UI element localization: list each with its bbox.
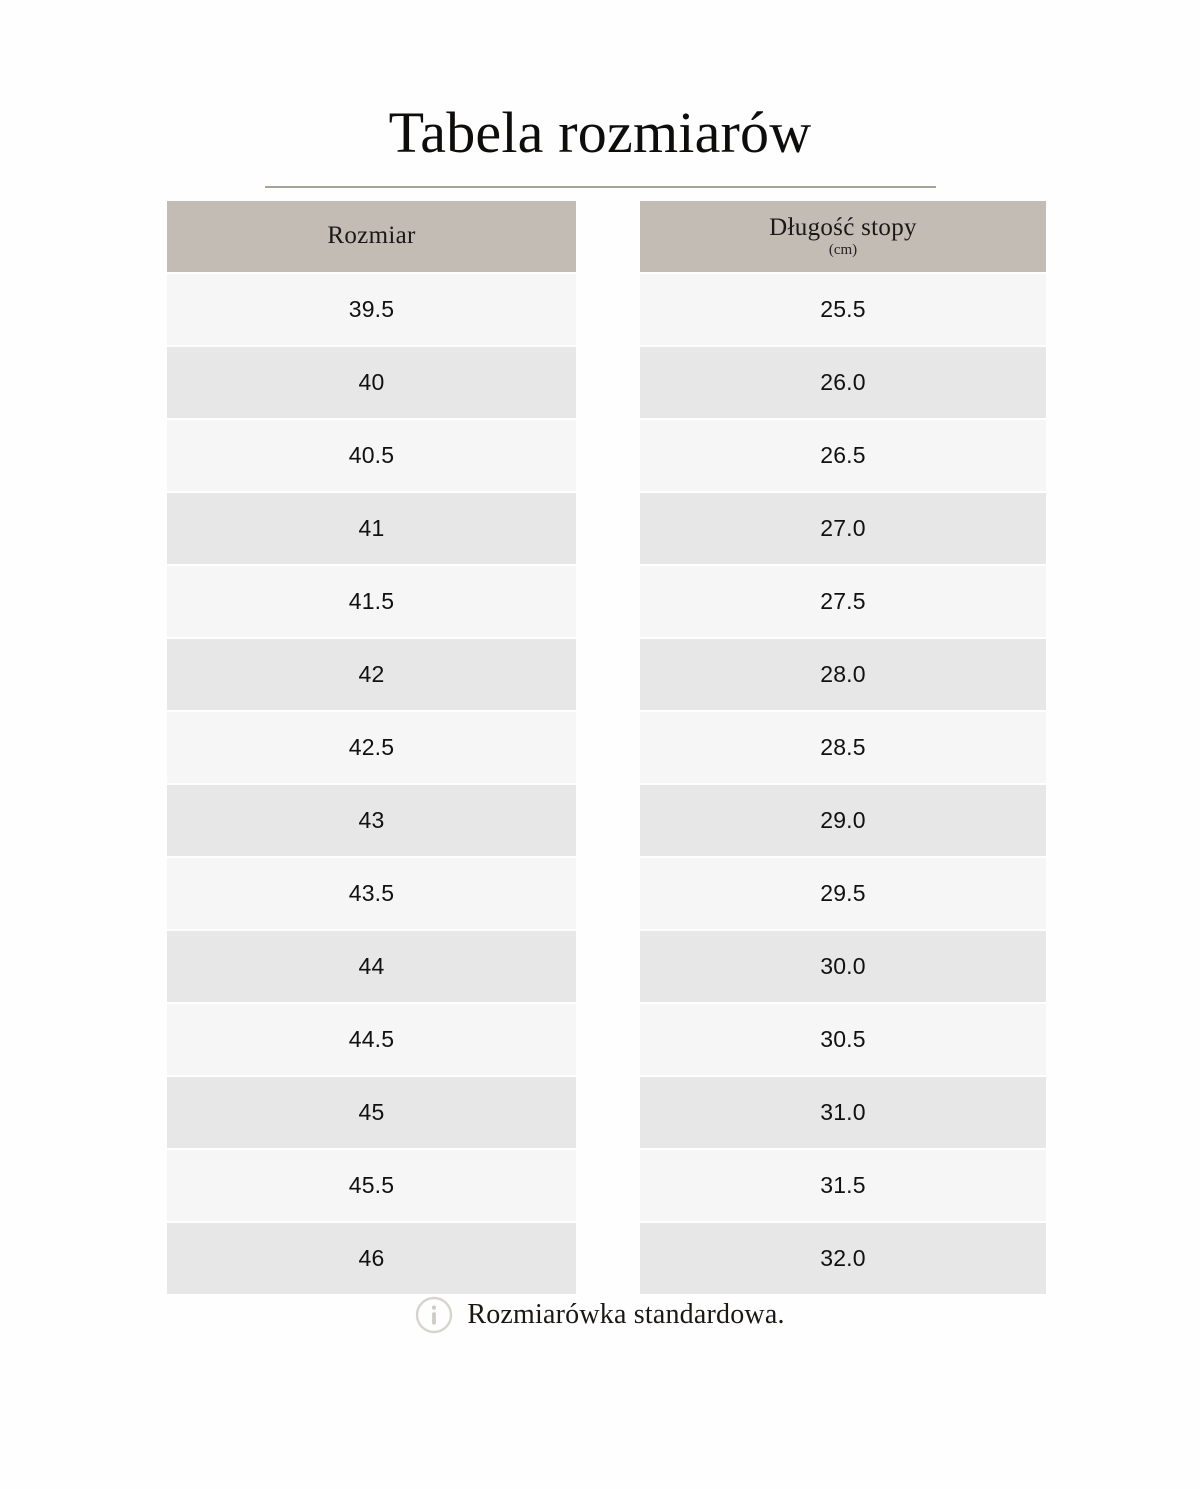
size-value: 42.5 xyxy=(348,734,395,760)
table-row: 46 32.0 xyxy=(167,1223,1046,1294)
table-cell-size: 44.5 xyxy=(167,1004,576,1075)
table-cell-size: 42 xyxy=(167,639,576,710)
table-body: 39.5 25.5 40 26.0 40.5 26.5 41 27.0 41.5 27.5 42 28… xyxy=(167,274,1046,1294)
size-value: 41 xyxy=(358,515,385,541)
foot-length-value: 28.5 xyxy=(820,734,866,760)
foot-length-value: 29.0 xyxy=(820,807,866,833)
table-cell-size: 46 xyxy=(167,1223,576,1294)
foot-length-value: 30.5 xyxy=(820,1026,866,1052)
column-header-label-size: Rozmiar xyxy=(327,222,416,250)
foot-length-value: 31.5 xyxy=(820,1172,866,1198)
footer-note: Rozmiarówka standardowa. xyxy=(0,1296,1200,1334)
foot-length-value: 30.0 xyxy=(820,953,866,979)
foot-length-value: 27.5 xyxy=(820,588,866,614)
table-header-cell-length: Długość stopy (cm) xyxy=(640,201,1046,272)
size-value: 43 xyxy=(358,807,385,833)
table-cell-length: 26.0 xyxy=(640,347,1046,418)
table-row: 45.5 31.5 xyxy=(167,1150,1046,1221)
table-cell-length: 26.5 xyxy=(640,420,1046,491)
table-cell-length: 29.0 xyxy=(640,785,1046,856)
footer-note-text: Rozmiarówka standardowa. xyxy=(467,1299,785,1330)
title-divider xyxy=(265,186,936,188)
page-title-container: Tabela rozmiarów xyxy=(0,104,1200,162)
foot-length-value: 32.0 xyxy=(820,1245,866,1271)
table-cell-size: 40.5 xyxy=(167,420,576,491)
size-value: 40 xyxy=(358,369,385,395)
size-table: Rozmiar Długość stopy (cm) 39.5 25.5 40 26.… xyxy=(167,201,1046,1294)
table-cell-length: 31.5 xyxy=(640,1150,1046,1221)
table-row: 40.5 26.5 xyxy=(167,420,1046,491)
table-cell-size: 41.5 xyxy=(167,566,576,637)
table-cell-size: 45.5 xyxy=(167,1150,576,1221)
table-cell-size: 41 xyxy=(167,493,576,564)
column-header-label-length: Długość stopy xyxy=(769,213,917,241)
size-value: 40.5 xyxy=(348,442,395,468)
table-row: 44 30.0 xyxy=(167,931,1046,1002)
foot-length-value: 25.5 xyxy=(820,296,866,322)
table-row: 43 29.0 xyxy=(167,785,1046,856)
column-header-unit-length: (cm) xyxy=(828,241,858,258)
table-cell-length: 25.5 xyxy=(640,274,1046,345)
size-value: 41.5 xyxy=(348,588,395,614)
table-cell-size: 39.5 xyxy=(167,274,576,345)
size-value: 44.5 xyxy=(348,1026,395,1052)
foot-length-value: 26.5 xyxy=(820,442,866,468)
info-circle-icon xyxy=(416,1296,453,1334)
foot-length-value: 26.0 xyxy=(820,369,866,395)
table-cell-length: 30.0 xyxy=(640,931,1046,1002)
foot-length-value: 28.0 xyxy=(820,661,866,687)
table-cell-size: 43 xyxy=(167,785,576,856)
table-cell-length: 27.0 xyxy=(640,493,1046,564)
table-cell-size: 45 xyxy=(167,1077,576,1148)
table-cell-length: 30.5 xyxy=(640,1004,1046,1075)
table-cell-size: 40 xyxy=(167,347,576,418)
table-row: 44.5 30.5 xyxy=(167,1004,1046,1075)
table-cell-length: 31.0 xyxy=(640,1077,1046,1148)
table-row: 41.5 27.5 xyxy=(167,566,1046,637)
table-row: 40 26.0 xyxy=(167,347,1046,418)
size-value: 43.5 xyxy=(348,880,395,906)
size-value: 45.5 xyxy=(348,1172,395,1198)
table-row: 45 31.0 xyxy=(167,1077,1046,1148)
size-value: 42 xyxy=(358,661,385,687)
table-cell-length: 32.0 xyxy=(640,1223,1046,1294)
table-row: 43.5 29.5 xyxy=(167,858,1046,929)
table-row: 41 27.0 xyxy=(167,493,1046,564)
table-cell-length: 28.0 xyxy=(640,639,1046,710)
foot-length-value: 31.0 xyxy=(820,1099,866,1125)
size-value: 46 xyxy=(358,1245,385,1271)
foot-length-value: 27.0 xyxy=(820,515,866,541)
table-row: 42.5 28.5 xyxy=(167,712,1046,783)
table-cell-length: 27.5 xyxy=(640,566,1046,637)
table-header-row: Rozmiar Długość stopy (cm) xyxy=(167,201,1046,272)
table-cell-length: 29.5 xyxy=(640,858,1046,929)
table-cell-size: 43.5 xyxy=(167,858,576,929)
size-value: 44 xyxy=(358,953,385,979)
table-cell-size: 42.5 xyxy=(167,712,576,783)
size-value: 39.5 xyxy=(348,296,395,322)
size-value: 45 xyxy=(358,1099,385,1125)
table-cell-size: 44 xyxy=(167,931,576,1002)
table-row: 42 28.0 xyxy=(167,639,1046,710)
table-cell-length: 28.5 xyxy=(640,712,1046,783)
table-header-cell-size: Rozmiar xyxy=(167,201,576,272)
table-row: 39.5 25.5 xyxy=(167,274,1046,345)
foot-length-value: 29.5 xyxy=(820,880,866,906)
page-title: Tabela rozmiarów xyxy=(388,100,812,165)
